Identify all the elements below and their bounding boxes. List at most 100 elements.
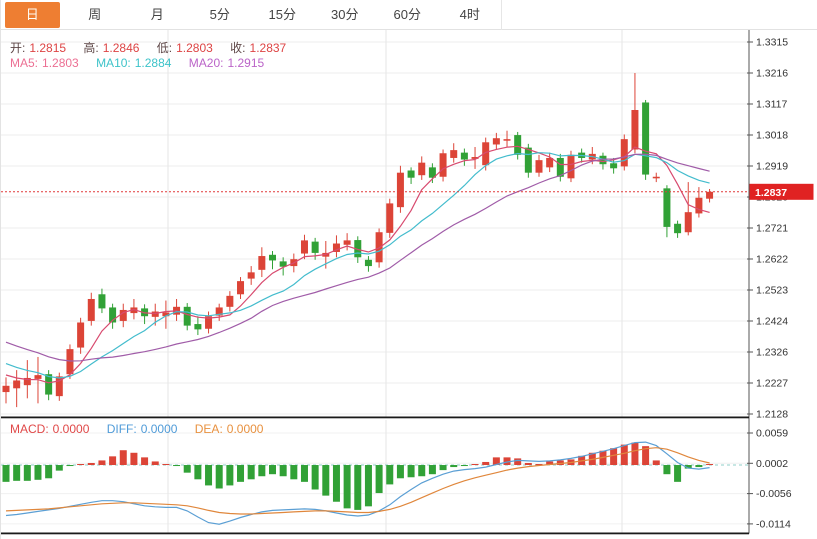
macd-bar [407,465,415,478]
macd-bar [13,465,21,481]
candle-body [183,306,191,326]
macd-bar [226,465,234,486]
candle-body [151,311,159,317]
grid-layer [1,30,749,533]
macd-bar [247,465,255,480]
tab-label: 4时 [459,7,480,22]
macd-bar [300,465,308,482]
tab-周[interactable]: 周 [64,0,127,30]
macd-bar [87,462,95,466]
candle-body [13,380,21,389]
tabbar-divider [501,0,502,30]
close-label: 收: [230,41,246,55]
macd-bar [514,458,522,466]
macd-bar [684,465,692,469]
price-tick-label: 1.2721 [756,223,788,235]
candle-body [258,256,266,270]
main-chart-bottom-border [1,416,749,419]
candle-body [2,385,10,393]
macd-bar [546,461,554,466]
macd-bar [556,460,564,466]
candle-body [652,176,660,179]
high-label: 高: [83,41,99,55]
candle-body [311,241,319,253]
candle-body [492,138,500,145]
candle-body [450,150,458,158]
macd-bar [503,457,511,466]
candle-body [247,272,255,279]
candle-body [23,377,31,386]
macd-bar [55,465,63,471]
candle-body [45,374,53,395]
tab-15分[interactable]: 15分 [251,0,314,30]
macd-bar [98,460,106,466]
macd-bar [237,465,245,482]
macd-bottom-border [1,532,749,535]
candle-body [674,223,682,234]
ma-legend: MA5: 1.2803 MA10: 1.2884 MA20: 1.2915 [10,56,268,70]
macd-bar [290,465,298,480]
tab-5分[interactable]: 5分 [189,0,252,30]
tab-label: 15分 [268,7,296,22]
candle-body [695,197,703,214]
tab-label: 30分 [331,7,359,22]
macd-bar [418,465,426,477]
macd-label: MACD: [10,422,49,436]
macd-bar [535,464,543,466]
macd-bar [109,456,117,466]
macd-legend: MACD: 0.0000 DIFF: 0.0000 DEA: 0.0000 [10,422,267,436]
candle-body [386,203,394,233]
macd-bar [215,465,223,489]
candle-body [471,157,479,159]
macd-bar [66,465,74,467]
macd-bar [695,465,703,468]
close-value: 1.2837 [249,41,287,55]
candle-body [269,254,276,261]
tab-label: 周 [88,7,102,22]
candle-body [556,157,564,177]
macd-bar [173,465,181,467]
tab-60分[interactable]: 60分 [376,0,439,30]
diff-value: 0.0000 [140,422,178,436]
macd-bar [322,465,330,496]
macd-bar [194,465,202,480]
dea-line [5,447,710,515]
macd-bar [343,465,351,509]
ma-lines-layer [5,145,710,384]
macd-bar [364,465,372,507]
macd-bar [524,462,532,466]
candle-body [706,191,714,199]
candle-body [599,155,607,165]
tab-4时[interactable]: 4时 [439,0,502,30]
tab-label: 60分 [393,7,421,22]
macd-bar [119,450,127,466]
tab-月[interactable]: 月 [126,0,189,30]
macd-bar [23,465,31,481]
last-price-tag-value: 1.2837 [755,187,787,199]
price-tick-label: 1.2326 [756,347,788,359]
macd-bar [471,464,479,466]
candle-body [503,139,511,141]
macd-bar [706,464,714,466]
high-value: 1.2846 [102,41,140,55]
macd-bar [258,465,266,477]
macd-bar [674,465,682,482]
candle-body [130,307,138,314]
price-tick-label: 1.2424 [756,316,788,328]
tab-日[interactable]: 日 [1,0,64,30]
low-label: 低: [156,41,173,55]
macd-bar [77,464,85,466]
open-value: 1.2815 [29,41,67,55]
last-price-tag [749,183,814,200]
ma5-label: MA5: [10,56,39,70]
candle-body [460,152,468,160]
macd-bar [269,465,276,475]
macd-bar [34,465,42,480]
macd-bar [45,465,53,479]
macd-bar [2,465,10,482]
candle-body [119,309,127,321]
tab-30分[interactable]: 30分 [314,0,377,30]
open-label: 开: [10,41,26,55]
